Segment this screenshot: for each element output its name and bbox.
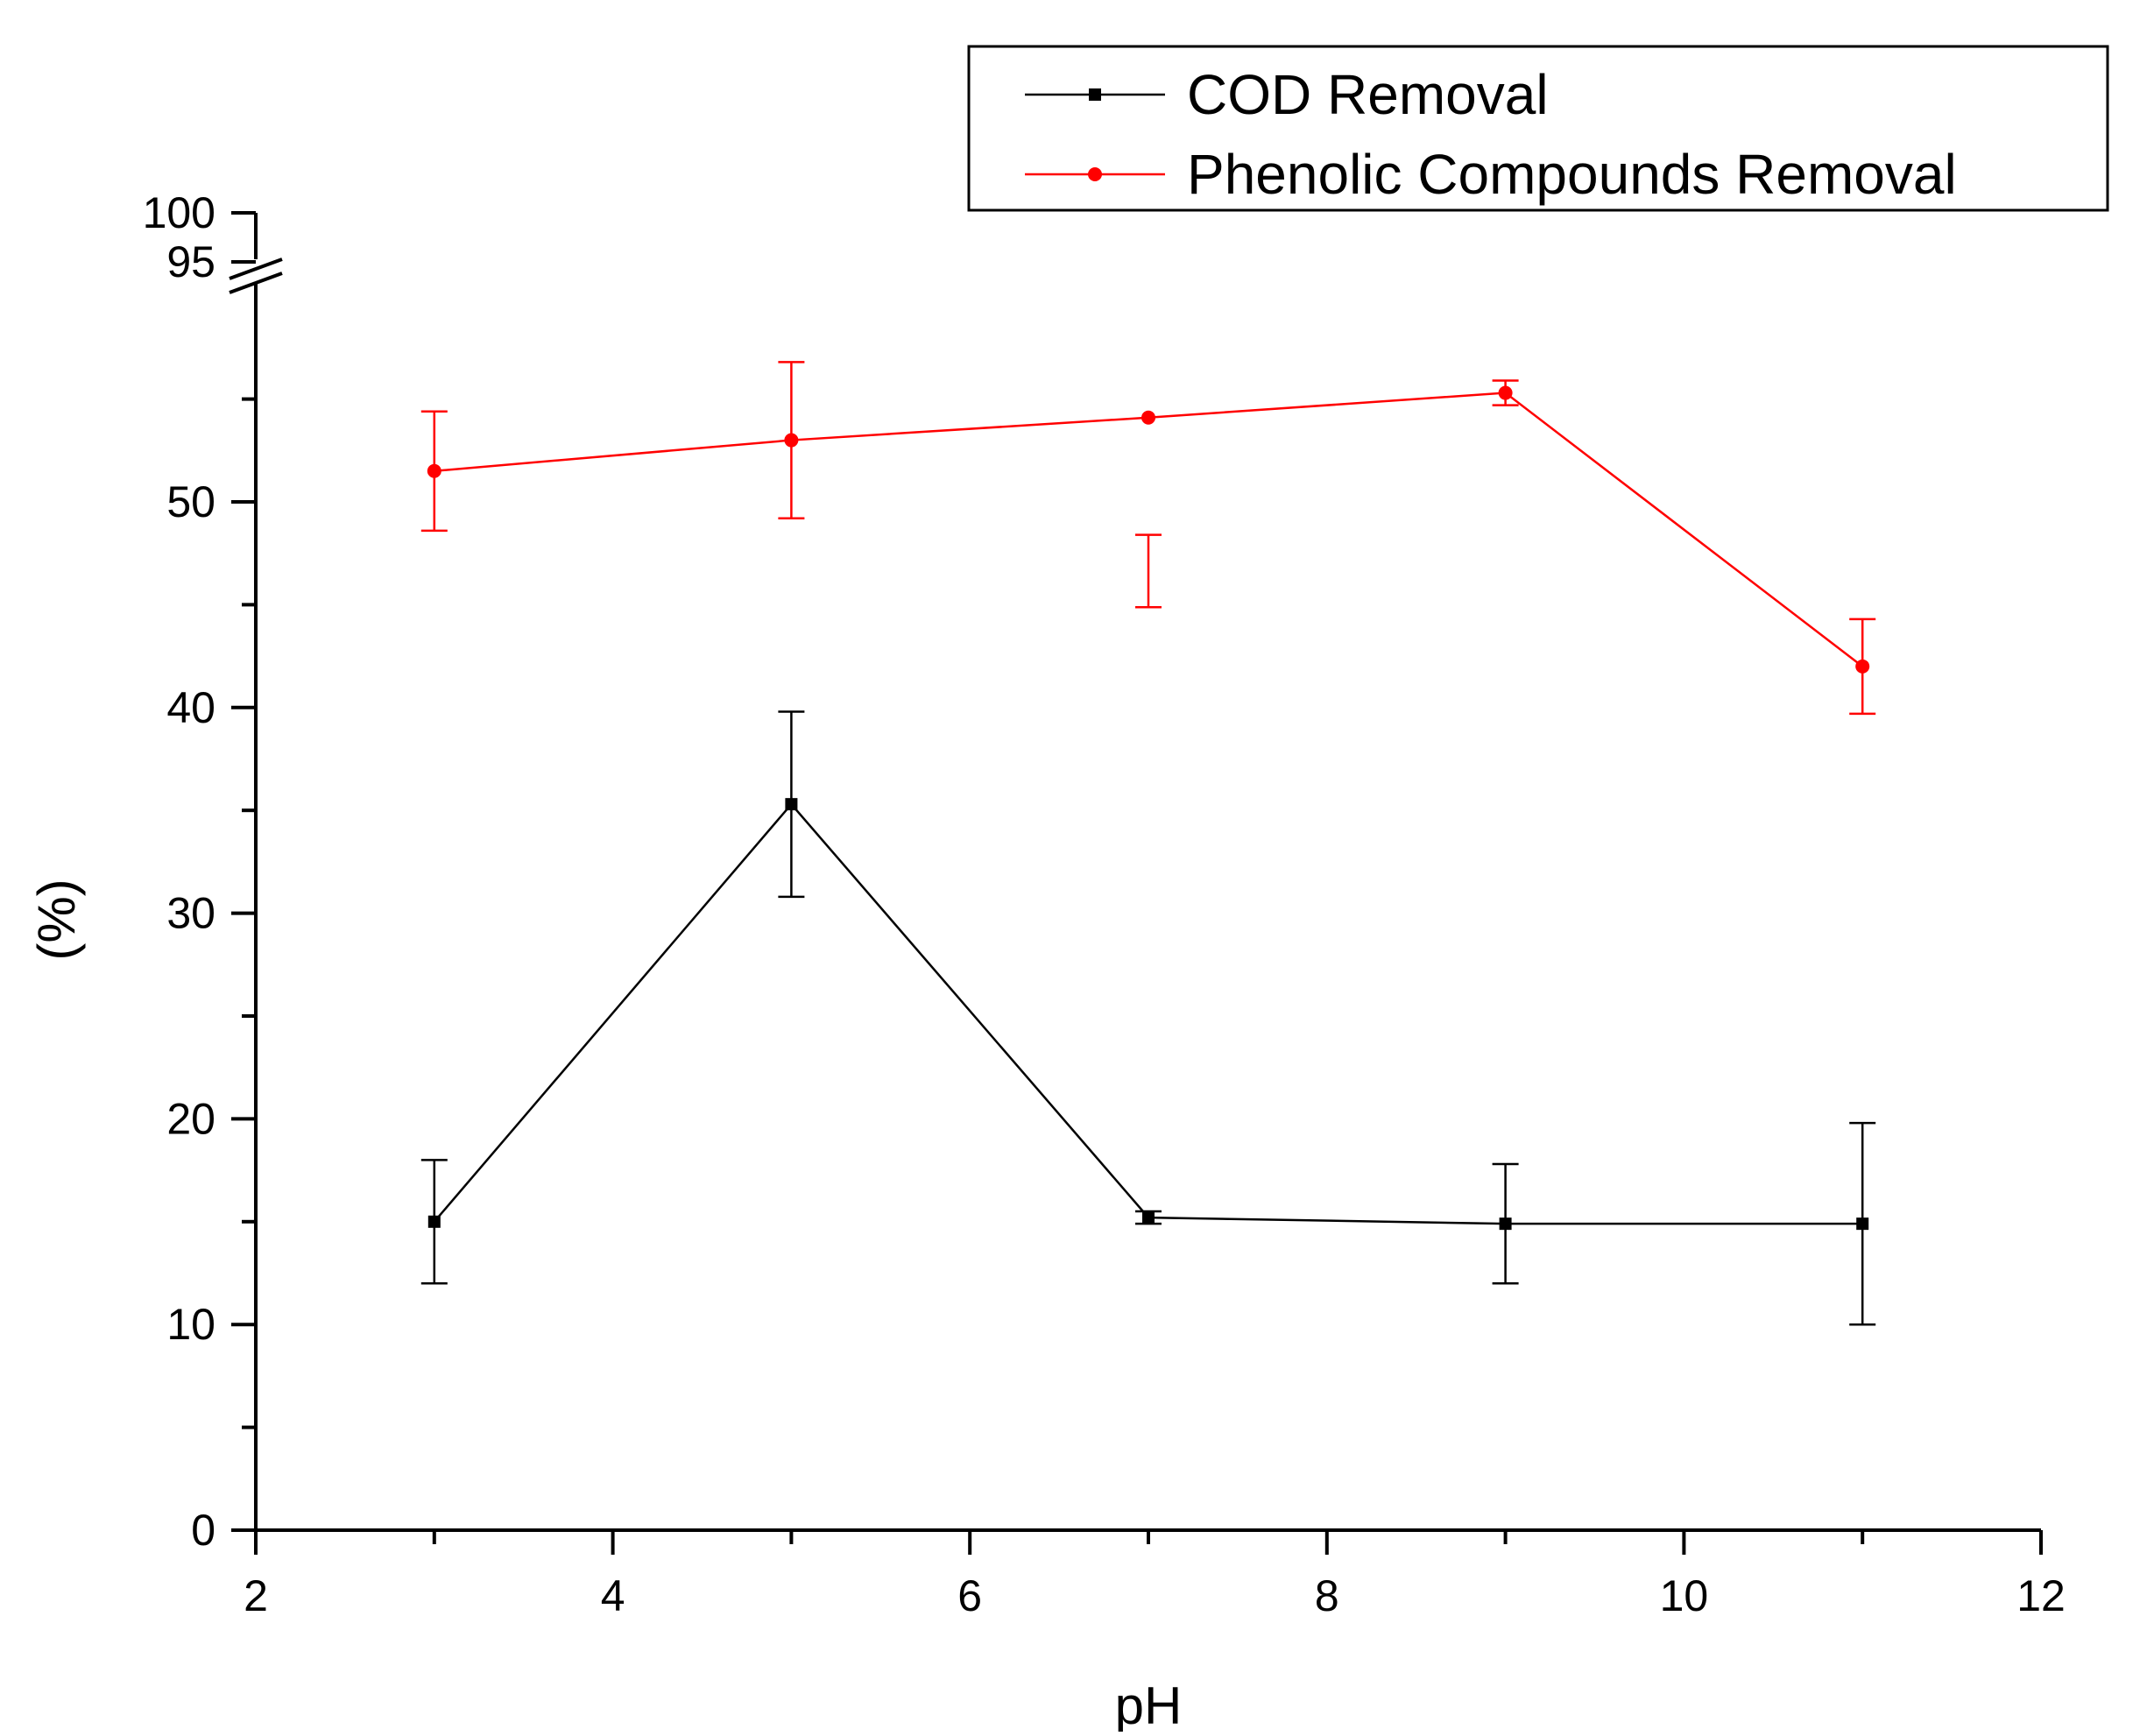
x-axis-title: pH [1115,1676,1183,1732]
data-point [1856,1217,1869,1231]
legend-item: Phenolic Compounds Removal [1025,143,1957,206]
x-tick-label: 4 [601,1571,625,1620]
y-tick-label: 95 [166,237,215,286]
series-0 [420,710,1876,1326]
y-axis-break-mark [229,258,283,280]
data-point [1141,410,1155,425]
y-tick-label: 20 [166,1094,215,1143]
y-axis-title: (%) [27,879,86,960]
legend: COD Removal Phenolic Compounds Removal [967,45,2109,212]
data-point [1855,659,1870,674]
x-tick-label: 6 [957,1571,982,1620]
y-tick-label: 100 [143,188,215,237]
data-point [1498,385,1513,400]
x-tick-label: 8 [1315,1571,1339,1620]
y-tick-label: 30 [166,889,215,938]
legend-label: COD Removal [1187,63,1549,126]
data-point [427,463,441,478]
y-tick-label: 40 [166,683,215,732]
y-tick-label: 50 [166,477,215,526]
legend-item: COD Removal [1025,63,1549,126]
y-axis-break-mark [229,272,283,294]
x-tick-label: 2 [244,1571,268,1620]
data-point [1499,1217,1512,1231]
legend-marker [1088,167,1102,181]
data-point [784,433,799,448]
legend-label: Phenolic Compounds Removal [1187,143,1957,206]
data-point [785,798,798,811]
x-tick-label: 10 [1660,1571,1709,1620]
data-point [1142,1211,1155,1224]
y-tick-label: 0 [191,1506,215,1555]
x-tick-label: 12 [2016,1571,2066,1620]
legend-marker [1089,88,1101,101]
y-tick-label: 10 [166,1300,215,1349]
series-1 [420,361,1876,716]
data-point [427,1215,441,1228]
legend-box [967,45,2109,212]
